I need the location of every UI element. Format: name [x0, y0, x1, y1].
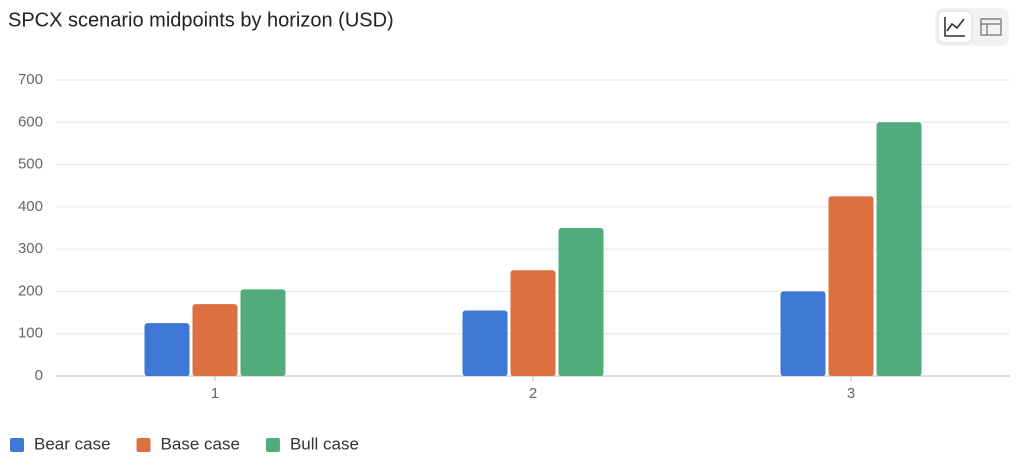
y-tick-label: 400: [18, 198, 43, 215]
view-toggle: [935, 8, 1009, 46]
y-tick-label: 100: [18, 325, 43, 342]
legend-label: Bear case: [34, 434, 111, 453]
x-tick-label: 1: [211, 385, 219, 402]
x-tick-label: 3: [847, 385, 855, 402]
table-view-button[interactable]: [975, 11, 1007, 43]
bar: [144, 323, 190, 376]
bar: [558, 228, 604, 376]
legend-label: Base case: [161, 434, 240, 453]
legend-swatch: [10, 438, 24, 452]
bar: [240, 289, 286, 376]
legend-label: Bull case: [290, 434, 359, 453]
y-tick-label: 200: [18, 282, 43, 299]
table-icon: [980, 18, 1002, 36]
x-tick-label: 2: [529, 385, 537, 402]
y-tick-label: 600: [18, 113, 43, 130]
y-tick-label: 0: [35, 367, 43, 384]
legend-swatch: [265, 438, 280, 452]
chart-title: SPCX scenario midpoints by horizon (USD): [8, 9, 394, 31]
bar: [192, 304, 238, 376]
bar: [876, 122, 922, 377]
bar: [780, 291, 826, 376]
y-tick-label: 300: [18, 240, 43, 257]
legend-swatch: [136, 438, 151, 452]
bar: [462, 310, 508, 376]
y-tick-label: 700: [18, 71, 43, 88]
y-tick-label: 500: [18, 156, 43, 173]
bar: [828, 196, 874, 376]
chart-icon: [944, 17, 965, 37]
bar: [510, 270, 556, 376]
